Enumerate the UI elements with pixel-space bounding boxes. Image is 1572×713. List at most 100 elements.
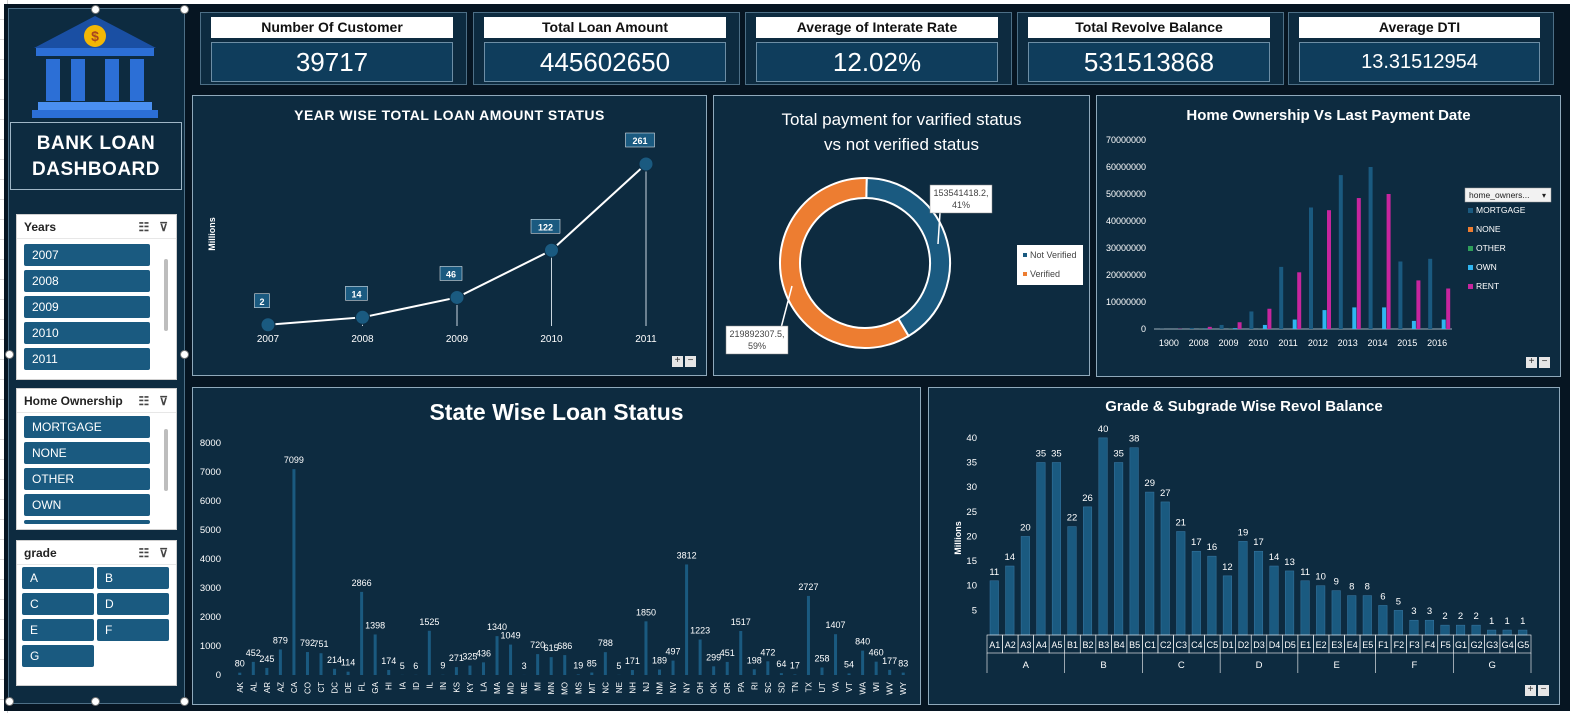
slicer-item-g[interactable]: G (22, 645, 94, 667)
bar (1456, 624, 1466, 636)
y-tick-label: 25 (966, 507, 977, 518)
x-tick-label: HI (385, 682, 394, 690)
slicer-item-f[interactable]: F (97, 619, 169, 641)
y-tick-label: 7000 (200, 467, 221, 478)
x-tick-label: 2009 (1218, 338, 1238, 348)
y-tick-label: 20000000 (1106, 270, 1146, 280)
title-line-1: BANK LOAN (36, 133, 156, 154)
bar (1411, 320, 1416, 329)
x-tick-label: G3 (1486, 640, 1498, 650)
legend-swatch (1468, 265, 1473, 270)
data-label: 17 (1191, 537, 1202, 548)
x-tick-label: 2011 (1278, 338, 1297, 348)
zoom-out-button[interactable]: − (685, 356, 696, 367)
zoom-out-button[interactable]: − (1539, 357, 1550, 368)
slicer-scrollbar[interactable] (164, 429, 168, 491)
zoom-out-button[interactable]: − (1538, 685, 1549, 696)
slicer-item-own[interactable]: OWN (24, 494, 150, 516)
multi-select-icon[interactable]: ☷ (138, 546, 150, 560)
slicer-item-none[interactable]: NONE (24, 442, 150, 464)
slicer-item-other[interactable]: OTHER (24, 468, 150, 490)
x-tick-label: C2 (1160, 640, 1172, 650)
bar (1005, 565, 1015, 636)
bar (1327, 210, 1331, 329)
bar (1409, 619, 1419, 636)
slicer-header: grade ☷ ⊽ (17, 541, 176, 565)
clear-filter-icon[interactable]: ⊽ (159, 546, 168, 560)
zoom-in-button[interactable]: + (1526, 357, 1537, 368)
zoom-in-button[interactable]: + (1525, 685, 1536, 696)
slicer-scrollbar[interactable] (164, 259, 168, 331)
bar (806, 595, 810, 675)
slicer-item-2007[interactable]: 2007 (24, 244, 150, 266)
slicer-item-2008[interactable]: 2008 (24, 270, 150, 292)
data-label: 27 (1160, 488, 1171, 499)
x-tick-label: PA (737, 681, 746, 692)
bar (888, 669, 892, 675)
selection-handle[interactable] (5, 350, 14, 359)
y-tick-label: 40000000 (1106, 216, 1146, 226)
group-label: G (1488, 660, 1495, 671)
chart-title-line-1: Total payment for varified status (781, 110, 1022, 129)
x-tick-label: MI (534, 682, 543, 691)
bar (1222, 575, 1232, 636)
clear-filter-icon[interactable]: ⊽ (159, 394, 168, 408)
data-label: 9 (1334, 577, 1339, 588)
slicer-item-d[interactable]: D (97, 593, 169, 615)
bar (901, 672, 905, 675)
y-tick-label: 4000 (200, 554, 221, 565)
slicer-item-mortgage[interactable]: MORTGAGE (24, 416, 150, 438)
slicer-item-c[interactable]: C (22, 593, 94, 615)
x-tick-label: DC (331, 682, 340, 694)
bar (725, 661, 729, 675)
selection-handle[interactable] (91, 5, 100, 14)
data-label: 219892307.5, (729, 329, 784, 339)
slicer-item-2010[interactable]: 2010 (24, 322, 150, 344)
bar (1145, 491, 1155, 636)
bar (1347, 595, 1357, 636)
x-tick-label: NE (615, 682, 624, 693)
clear-filter-icon[interactable]: ⊽ (159, 220, 168, 234)
x-tick-label: A1 (989, 640, 1000, 650)
selection-handle[interactable] (5, 697, 14, 706)
x-tick-label: AZ (276, 682, 285, 692)
selection-handle[interactable] (91, 697, 100, 706)
data-label: 452 (246, 648, 261, 658)
x-tick-label: WY (899, 681, 908, 695)
y-axis-label: Millions (953, 521, 963, 555)
data-label: 171 (625, 656, 640, 666)
y-tick-label: 10 (966, 581, 977, 592)
bar (1502, 629, 1512, 636)
slicer-title: Years (24, 219, 57, 234)
data-label: 1525 (419, 617, 439, 627)
selection-handle[interactable] (180, 5, 189, 14)
data-label: 2727 (798, 582, 818, 592)
data-label: 2 (1458, 611, 1463, 622)
zoom-in-button[interactable]: + (672, 356, 683, 367)
selection-handle[interactable] (180, 350, 189, 359)
x-tick-label: 2009 (446, 334, 469, 345)
data-label: 85 (587, 659, 597, 669)
data-label: 14 (351, 289, 361, 299)
selection-handle[interactable] (180, 697, 189, 706)
multi-select-icon[interactable]: ☷ (138, 394, 150, 408)
data-label: 14 (1269, 552, 1280, 563)
slicer-item-2011[interactable]: 2011 (24, 348, 150, 370)
x-tick-label: IN (439, 682, 448, 690)
data-label: 64 (776, 659, 786, 669)
x-tick-label: MA (493, 681, 502, 694)
bar (427, 630, 431, 675)
slicer-item-2009[interactable]: 2009 (24, 296, 150, 318)
bar (1262, 324, 1267, 329)
chart-title: YEAR WISE TOTAL LOAN AMOUNT STATUS (294, 107, 605, 123)
x-tick-label: 2010 (1248, 338, 1268, 348)
slicer-item-e[interactable]: E (22, 619, 94, 641)
legend-filter-label: home_owners... (1469, 190, 1529, 200)
slicer-item-b[interactable]: B (97, 567, 169, 589)
multi-select-icon[interactable]: ☷ (138, 220, 150, 234)
slicer-item-partial[interactable] (24, 520, 150, 524)
x-tick-label: A2 (1005, 640, 1016, 650)
slicer-item-a[interactable]: A (22, 567, 94, 589)
kpi-label: Average of Interate Rate (756, 17, 998, 38)
x-tick-label: F1 (1378, 640, 1389, 650)
